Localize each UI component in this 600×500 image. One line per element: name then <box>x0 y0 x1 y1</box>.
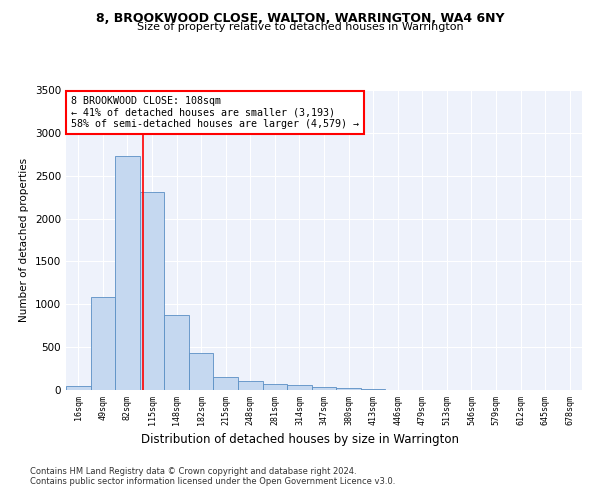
Bar <box>140 192 164 390</box>
Text: Contains HM Land Registry data © Crown copyright and database right 2024.: Contains HM Land Registry data © Crown c… <box>30 467 356 476</box>
Bar <box>263 384 287 390</box>
Bar <box>361 389 385 390</box>
Bar <box>66 386 91 390</box>
Bar <box>214 376 238 390</box>
Bar <box>238 382 263 390</box>
Bar <box>189 353 214 390</box>
Text: Contains public sector information licensed under the Open Government Licence v3: Contains public sector information licen… <box>30 477 395 486</box>
Bar <box>91 298 115 390</box>
Y-axis label: Number of detached properties: Number of detached properties <box>19 158 29 322</box>
Bar <box>336 388 361 390</box>
Bar <box>164 314 189 390</box>
Bar <box>312 388 336 390</box>
Text: 8 BROOKWOOD CLOSE: 108sqm
← 41% of detached houses are smaller (3,193)
58% of se: 8 BROOKWOOD CLOSE: 108sqm ← 41% of detac… <box>71 96 359 129</box>
Text: Distribution of detached houses by size in Warrington: Distribution of detached houses by size … <box>141 432 459 446</box>
Bar <box>115 156 140 390</box>
Text: 8, BROOKWOOD CLOSE, WALTON, WARRINGTON, WA4 6NY: 8, BROOKWOOD CLOSE, WALTON, WARRINGTON, … <box>96 12 504 26</box>
Bar <box>287 386 312 390</box>
Text: Size of property relative to detached houses in Warrington: Size of property relative to detached ho… <box>137 22 463 32</box>
